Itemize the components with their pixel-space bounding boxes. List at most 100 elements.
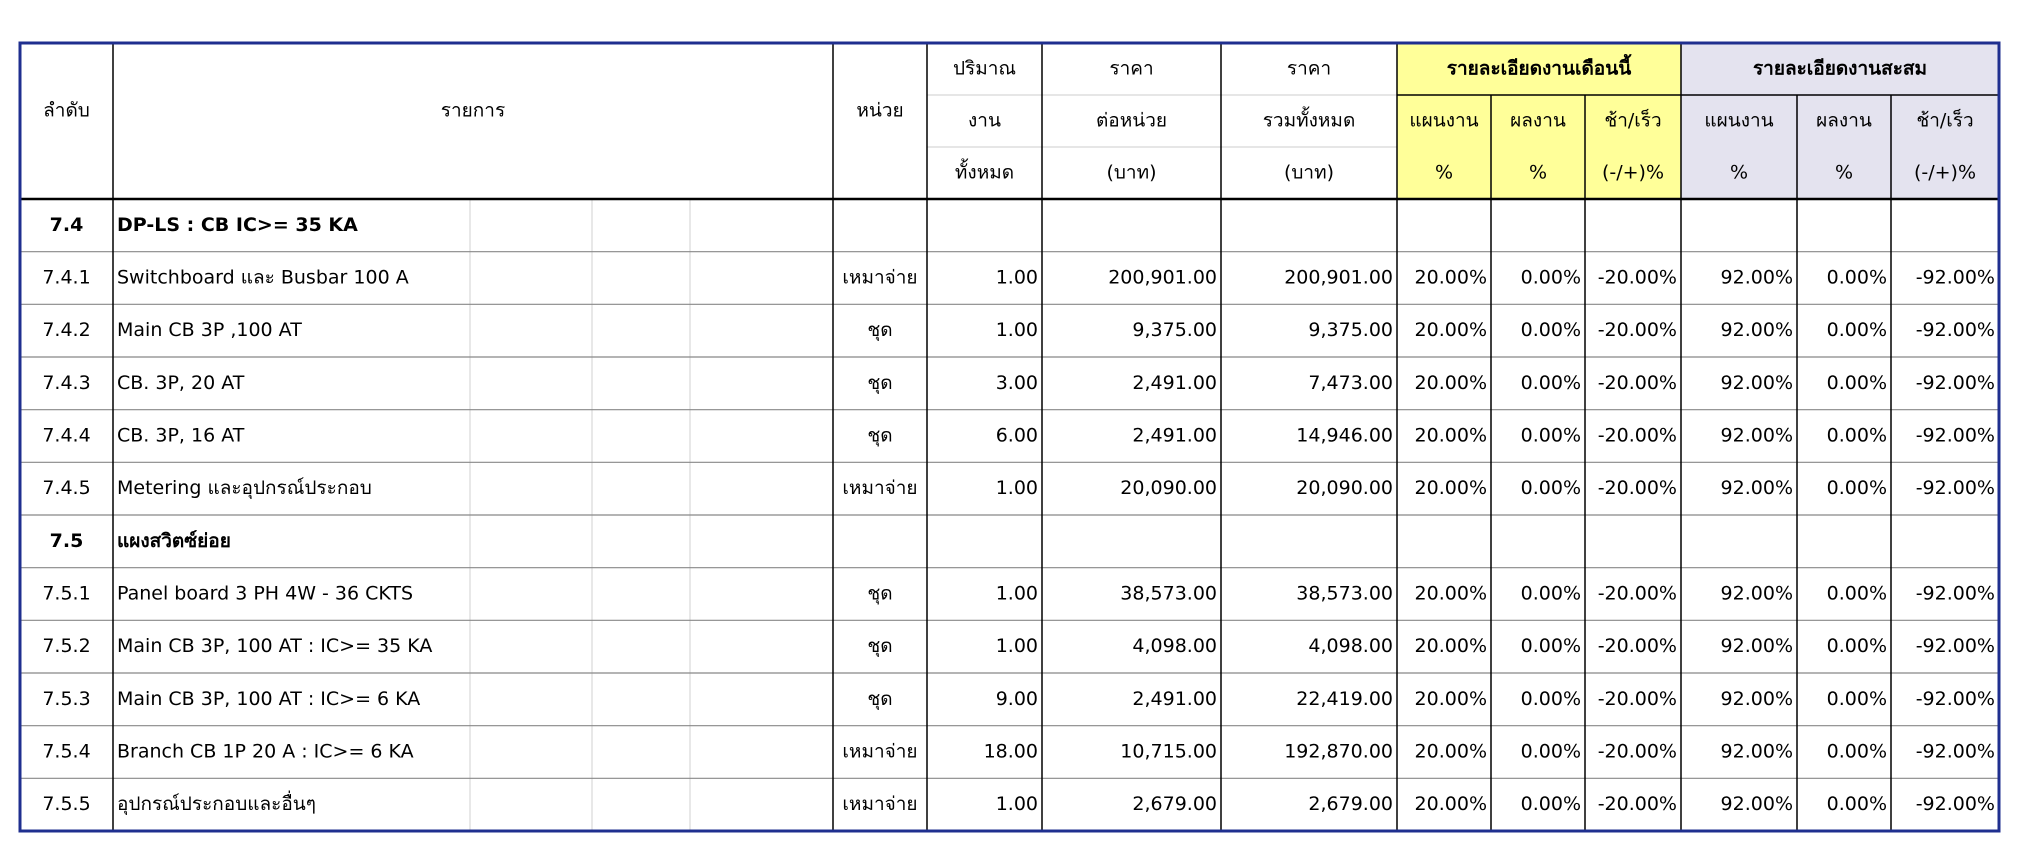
this-month-bg xyxy=(1397,43,1681,199)
item-cell: แผงสวิตซ์ย่อย xyxy=(117,530,231,552)
header-cell: หน่วย xyxy=(856,100,903,122)
number-cell: -92.00% xyxy=(1916,425,1995,447)
number-cell: -20.00% xyxy=(1598,583,1677,605)
number-cell: 200,901.00 xyxy=(1284,267,1393,289)
header-cell: ต่อหน่วย xyxy=(1096,110,1167,132)
number-cell: 92.00% xyxy=(1721,741,1793,763)
number-cell: 92.00% xyxy=(1721,319,1793,341)
header-cell: (บาท) xyxy=(1106,162,1156,184)
order-cell: 7.4.1 xyxy=(42,267,90,289)
order-cell: 7.4.3 xyxy=(42,372,90,394)
number-cell: -20.00% xyxy=(1598,372,1677,394)
number-cell: -92.00% xyxy=(1916,688,1995,710)
number-cell: -20.00% xyxy=(1598,741,1677,763)
number-cell: 7,473.00 xyxy=(1308,372,1393,394)
number-cell: 92.00% xyxy=(1721,583,1793,605)
number-cell: 92.00% xyxy=(1721,793,1793,815)
number-cell: -20.00% xyxy=(1598,688,1677,710)
number-cell: 38,573.00 xyxy=(1296,583,1393,605)
order-cell: 7.4.4 xyxy=(42,425,90,447)
item-cell: CB. 3P, 20 AT xyxy=(117,372,245,394)
order-cell: 7.4.2 xyxy=(42,319,90,341)
order-cell: 7.5 xyxy=(50,530,84,552)
unit-cell: ชุด xyxy=(867,635,892,658)
header-cell: % xyxy=(1730,162,1748,184)
number-cell: 20,090.00 xyxy=(1120,477,1217,499)
number-cell: 20.00% xyxy=(1415,688,1487,710)
unit-cell: ชุด xyxy=(867,688,892,711)
number-cell: -92.00% xyxy=(1916,635,1995,657)
order-cell: 7.5.5 xyxy=(42,793,90,815)
group-title: รายละเอียดงานเดือนนี้ xyxy=(1447,54,1633,80)
number-cell: -20.00% xyxy=(1598,319,1677,341)
header-cell: (บาท) xyxy=(1284,162,1334,184)
header-cell: งาน xyxy=(968,110,1001,132)
header-cell: (-/+)% xyxy=(1914,162,1976,184)
number-cell: 92.00% xyxy=(1721,267,1793,289)
number-cell: 20.00% xyxy=(1415,267,1487,289)
number-cell: 4,098.00 xyxy=(1132,635,1217,657)
item-cell: Panel board 3 PH 4W - 36 CKTS xyxy=(117,583,413,605)
unit-cell: เหมาจ่าย xyxy=(842,267,917,289)
order-cell: 7.5.1 xyxy=(42,583,90,605)
order-cell: 7.5.4 xyxy=(42,741,90,763)
item-cell: Switchboard และ Busbar 100 A xyxy=(117,267,409,289)
number-cell: 1.00 xyxy=(996,319,1038,341)
header-cell: รายการ xyxy=(441,100,505,122)
number-cell: 0.00% xyxy=(1827,741,1887,763)
number-cell: 0.00% xyxy=(1827,793,1887,815)
unit-cell: ชุด xyxy=(867,372,892,395)
number-cell: 6.00 xyxy=(996,425,1038,447)
number-cell: 200,901.00 xyxy=(1108,267,1217,289)
unit-cell: ชุด xyxy=(867,319,892,342)
number-cell: 0.00% xyxy=(1521,372,1581,394)
number-cell: 0.00% xyxy=(1521,267,1581,289)
number-cell: 0.00% xyxy=(1827,635,1887,657)
number-cell: 3.00 xyxy=(996,372,1038,394)
number-cell: 0.00% xyxy=(1521,635,1581,657)
number-cell: -92.00% xyxy=(1916,741,1995,763)
header-cell: ช้า/เร็ว xyxy=(1916,108,1973,132)
number-cell: 9.00 xyxy=(996,688,1038,710)
item-cell: CB. 3P, 16 AT xyxy=(117,425,245,447)
header-cell: ผลงาน xyxy=(1816,110,1872,132)
item-cell: DP-LS : CB IC>= 35 KA xyxy=(117,214,358,236)
number-cell: -92.00% xyxy=(1916,372,1995,394)
number-cell: -92.00% xyxy=(1916,319,1995,341)
number-cell: -92.00% xyxy=(1916,477,1995,499)
number-cell: 92.00% xyxy=(1721,635,1793,657)
number-cell: 38,573.00 xyxy=(1120,583,1217,605)
number-cell: -92.00% xyxy=(1916,267,1995,289)
number-cell: 20.00% xyxy=(1415,635,1487,657)
number-cell: 0.00% xyxy=(1521,477,1581,499)
number-cell: 2,679.00 xyxy=(1308,793,1393,815)
item-cell: Main CB 3P, 100 AT : IC>= 35 KA xyxy=(117,635,432,657)
order-cell: 7.5.3 xyxy=(42,688,90,710)
header-cell: ราคา xyxy=(1287,58,1331,80)
item-cell: Main CB 3P, 100 AT : IC>= 6 KA xyxy=(117,688,420,710)
order-cell: 7.5.2 xyxy=(42,635,90,657)
number-cell: 0.00% xyxy=(1521,425,1581,447)
number-cell: 22,419.00 xyxy=(1296,688,1393,710)
number-cell: 0.00% xyxy=(1521,793,1581,815)
number-cell: 92.00% xyxy=(1721,688,1793,710)
unit-cell: เหมาจ่าย xyxy=(842,741,917,763)
header-cell: % xyxy=(1529,162,1547,184)
number-cell: 0.00% xyxy=(1827,425,1887,447)
number-cell: 0.00% xyxy=(1521,741,1581,763)
number-cell: 92.00% xyxy=(1721,425,1793,447)
number-cell: 92.00% xyxy=(1721,372,1793,394)
unit-cell: เหมาจ่าย xyxy=(842,477,917,499)
number-cell: 0.00% xyxy=(1827,267,1887,289)
number-cell: 1.00 xyxy=(996,635,1038,657)
cumulative-bg xyxy=(1681,43,1999,199)
number-cell: 2,491.00 xyxy=(1132,425,1217,447)
unit-cell: เหมาจ่าย xyxy=(842,793,917,815)
number-cell: 192,870.00 xyxy=(1284,741,1393,763)
header-cell: ช้า/เร็ว xyxy=(1604,108,1661,132)
number-cell: 0.00% xyxy=(1827,688,1887,710)
header-cell: % xyxy=(1435,162,1453,184)
number-cell: 1.00 xyxy=(996,477,1038,499)
unit-cell: ชุด xyxy=(867,425,892,448)
